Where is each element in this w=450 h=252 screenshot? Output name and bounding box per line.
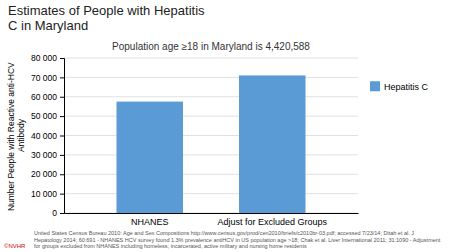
chart-container: Estimates of People with Hepatitis C in … [0,0,450,252]
y-tick: 60 000 [31,92,64,102]
y-axis-title-line: Number People with Reactive anti-HCV [6,60,16,211]
grid-line [64,174,358,175]
y-tick-label: 80 000 [31,53,57,63]
y-tick-label: 20 000 [31,169,57,179]
footnote: United States Census Bureau 2010: Age an… [34,230,442,249]
bar-series [117,75,306,213]
y-tick: 70 000 [31,73,64,83]
y-tick: 0 [52,208,64,218]
chart-svg: Estimates of People with Hepatitis C in … [0,0,450,252]
footnote-line: United States Census Bureau 2010: Age an… [34,230,416,236]
y-tick-label: 60 000 [31,92,57,102]
grid-line [64,58,358,59]
y-axis-title: Number People with Reactive anti-HCV Ant… [6,60,26,211]
title: Estimates of People with Hepatitis C in … [8,3,208,33]
grid-line [64,213,358,214]
y-tick-mark [60,116,64,117]
y-tick-mark [60,58,64,59]
legend-label: Hepatitis C [384,82,429,92]
y-axis-title-line: Antibody [16,118,26,152]
y-tick-mark [60,136,64,137]
x-tick-label: Adjust for Excluded Groups [217,217,327,227]
y-axis: 0 10 000 20 000 30 000 40 000 50 000 60 000 70 … [31,53,65,218]
y-tick: 20 000 [31,169,64,179]
y-tick: 30 000 [31,150,64,160]
plot-area [117,75,306,213]
x-tick: NHANES [131,217,169,227]
legend: Hepatitis C [370,81,429,92]
y-tick-label: 30 000 [31,150,57,160]
y-tick: 40 000 [31,131,64,141]
x-tick: Adjust for Excluded Groups [217,217,327,227]
y-axis-line [60,59,65,214]
x-axis-line [65,213,359,214]
y-tick-mark [60,174,64,175]
y-tick-mark [60,194,64,195]
y-tick-mark [60,77,64,78]
y-tick-label: 50 000 [31,111,57,121]
grid-line [64,96,358,97]
x-tick-label: NHANES [131,217,169,227]
grid [64,58,358,213]
title-line: C in Maryland [8,18,88,33]
grid-line [64,116,358,117]
y-tick-label: 0 [52,208,57,218]
y-tick-mark [60,97,64,98]
footnote-line: Hepatology 2014; 60:691 - NHANES HCV sur… [34,237,442,243]
y-tick: 50 000 [31,111,64,121]
y-tick: 80 000 [31,53,64,63]
subtitle: Population age ≥18 in Maryland is 4,420,… [112,41,310,52]
y-tick-label: 10 000 [31,189,57,199]
title-line: Estimates of People with Hepatitis [8,3,208,18]
grid-line [64,77,358,78]
y-tick-label: 40 000 [31,131,57,141]
grid-line [64,154,358,155]
annotation: ©NVHR [4,243,26,249]
bar [117,102,184,213]
grid-line [64,193,358,194]
y-tick: 10 000 [31,189,64,199]
bar [239,75,306,213]
legend-item: Hepatitis C [370,81,429,92]
y-tick-mark [60,213,64,214]
footnote-line: for groups excluded from NHANES includin… [34,243,307,249]
grid-line [64,135,358,136]
y-tick-mark [60,155,64,156]
x-axis: NHANES Adjust for Excluded Groups [65,214,359,228]
y-tick-label: 70 000 [31,73,57,83]
legend-swatch [370,81,380,91]
